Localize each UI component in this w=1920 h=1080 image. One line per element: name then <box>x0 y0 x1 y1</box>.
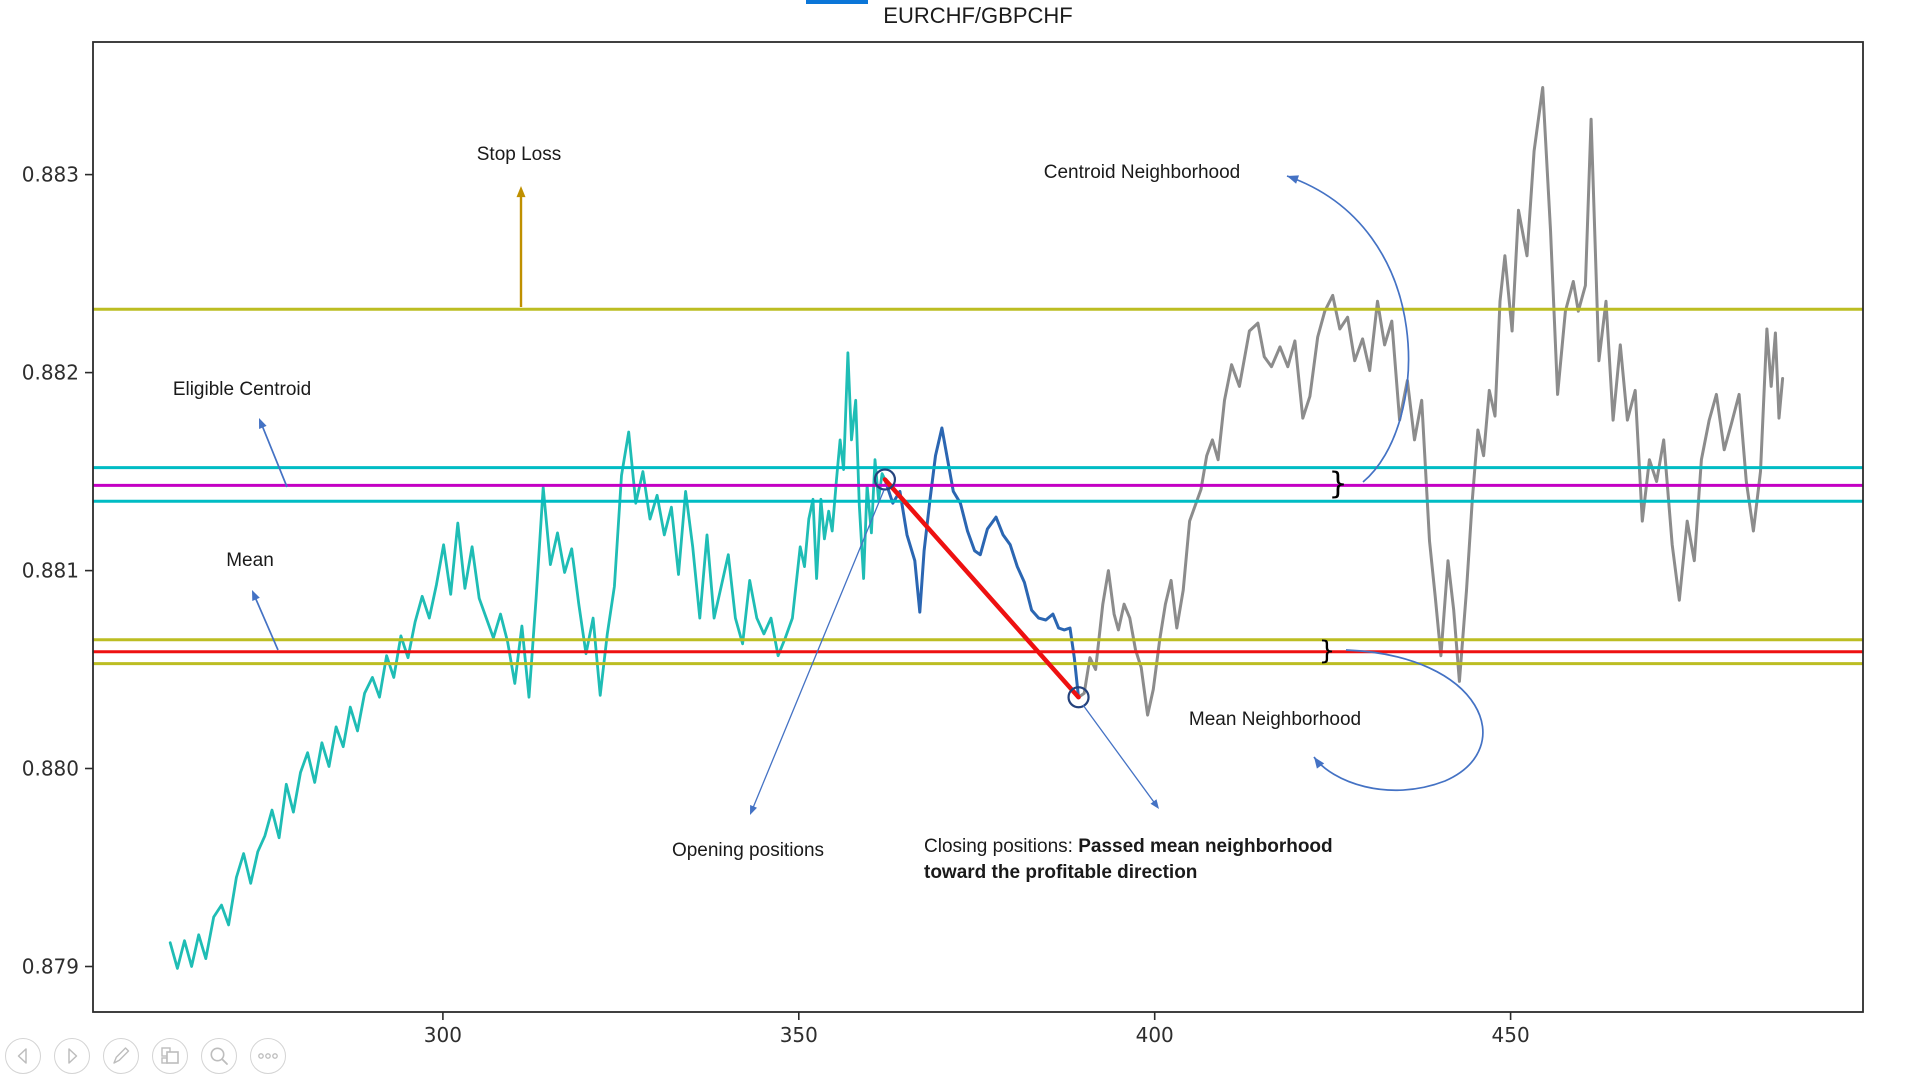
more-button[interactable] <box>250 1038 286 1074</box>
back-button[interactable] <box>5 1038 41 1074</box>
series-price-open-to-close <box>883 426 1080 699</box>
mean-neighborhood-brace: } <box>1319 636 1336 666</box>
series-price-after-close <box>1077 86 1785 717</box>
stop-loss-arrow-head <box>516 186 526 198</box>
top-accent-bar <box>806 0 868 4</box>
x-tick-label: 450 <box>1492 1023 1530 1047</box>
back-icon <box>17 1048 27 1064</box>
centroid-neighborhood-arrow <box>1286 175 1410 483</box>
pen-icon <box>113 1047 130 1064</box>
slides-button[interactable] <box>152 1038 188 1074</box>
opening-positions-arrow-head <box>750 805 757 815</box>
centroid-neighborhood-arrow-head <box>1287 175 1299 184</box>
mean-neighborhood-arrow-head <box>1314 757 1325 769</box>
opening-position-marker <box>873 468 897 491</box>
x-tick-label: 300 <box>424 1023 462 1047</box>
plot-border <box>92 41 1864 1013</box>
y-tick-label: 0.881 <box>22 559 79 583</box>
closing-positions-arrow-head <box>1150 799 1159 809</box>
zoom-icon <box>210 1047 228 1065</box>
mean-arrow-head <box>252 590 260 601</box>
forward-button[interactable] <box>54 1038 90 1074</box>
x-tick-label: 400 <box>1136 1023 1174 1047</box>
slides-icon <box>161 1047 179 1064</box>
forward-icon <box>68 1048 78 1064</box>
zoom-button[interactable] <box>201 1038 237 1074</box>
trade-line <box>882 477 1081 700</box>
closing-position-marker <box>1067 686 1090 709</box>
more-icon <box>258 1053 278 1059</box>
y-tick-label: 0.883 <box>22 163 79 187</box>
y-tick-label: 0.882 <box>22 361 79 385</box>
opening-positions-arrow <box>751 489 885 810</box>
mean-neighborhood-arrow <box>1313 649 1484 792</box>
series-price-before-open <box>168 351 887 970</box>
mean-arrow <box>253 595 279 651</box>
eligible-centroid-arrow <box>260 423 288 488</box>
pen-button[interactable] <box>103 1038 139 1074</box>
chart-title: EURCHF/GBPCHF <box>883 3 1073 28</box>
centroid-neighborhood-brace: } <box>1328 467 1347 502</box>
x-tick-label: 350 <box>780 1023 818 1047</box>
eligible-centroid-arrow-head <box>259 418 267 429</box>
y-tick-label: 0.879 <box>22 955 79 979</box>
y-tick-label: 0.880 <box>22 757 79 781</box>
chart-toolbar <box>5 1038 286 1074</box>
closing-positions-arrow <box>1082 704 1157 805</box>
